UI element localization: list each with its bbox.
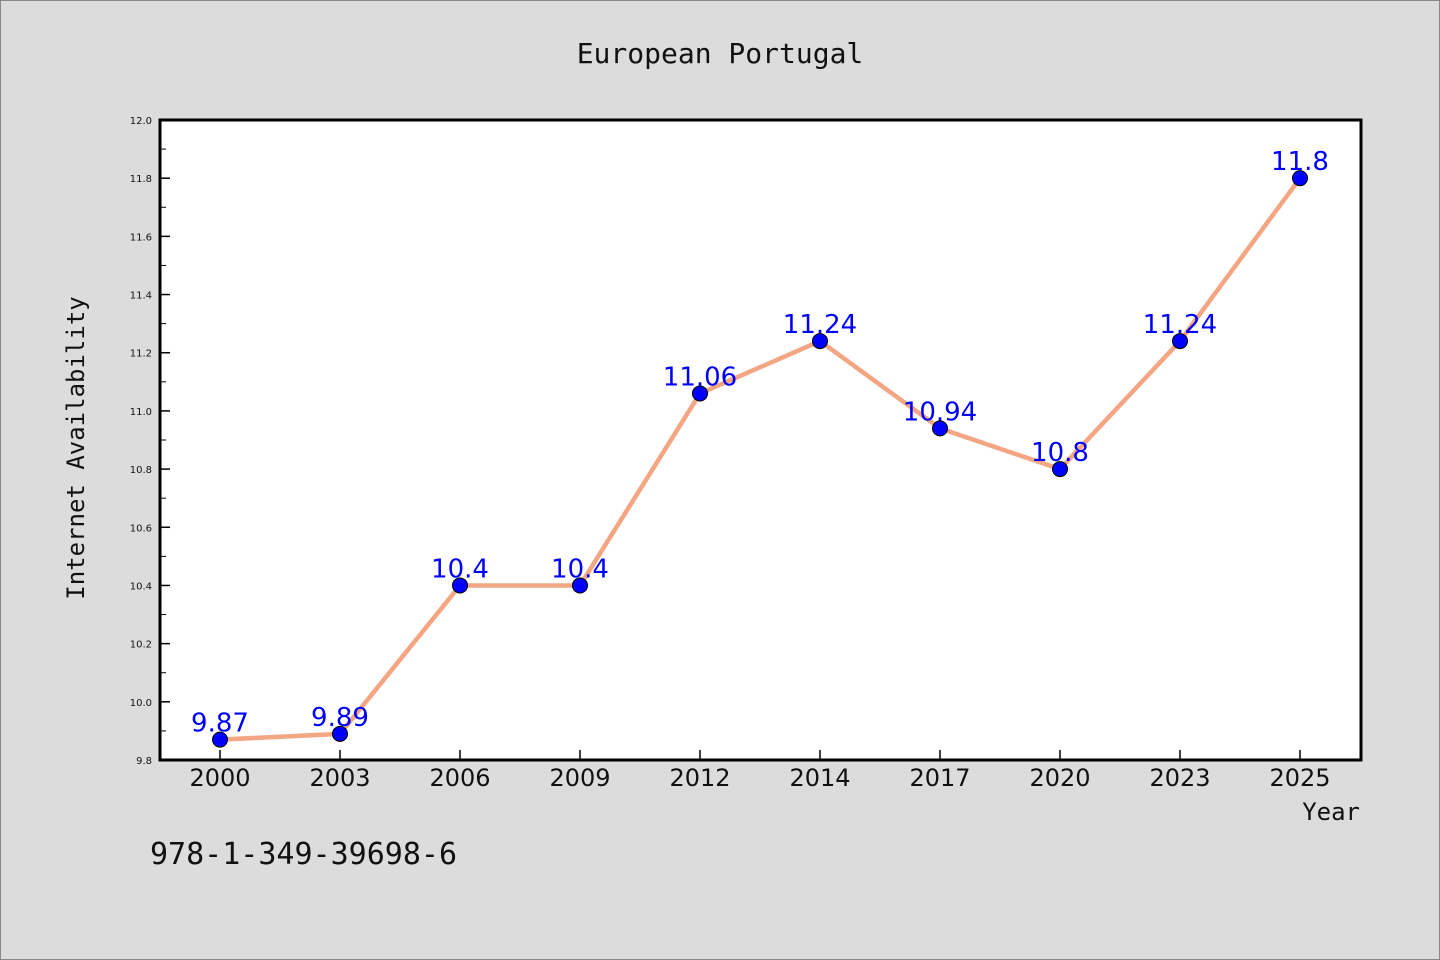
series-line [219,176,1302,742]
data-point [1052,461,1068,478]
x-tick-label: 2000 [189,764,250,792]
y-tick-label: 11.4 [130,291,152,302]
y-tick-label: 10.6 [130,523,152,534]
data-point [452,577,468,594]
x-tick-label: 2025 [1269,764,1330,792]
y-axis: 9.8 10.0 10.2 10.4 10.6 10.8 11.0 11.2 11.4 11.6 1… [130,116,170,767]
x-tick-label: 2023 [1149,764,1210,792]
data-point [812,333,828,350]
data-label: 9.87 [191,709,249,739]
y-tick-label: 11.6 [130,232,152,243]
x-tick-label: 2006 [429,764,490,792]
data-point [692,385,708,402]
data-label: 10.4 [551,554,609,584]
data-point [932,420,948,437]
y-tick-label: 9.8 [136,756,152,767]
x-axis-label: Year [1302,798,1360,826]
y-tick-label: 12.0 [130,116,152,127]
data-label: 11.06 [663,362,737,392]
series-line-group [219,176,1302,742]
y-tick-label: 11.0 [130,407,152,418]
data-point [332,725,348,742]
data-point [1172,333,1188,350]
y-tick-label: 10.4 [130,581,152,592]
data-point [212,731,228,748]
data-label: 11.24 [1143,310,1217,340]
isbn-text: 978-1-349-39698-6 [150,837,457,872]
x-tick-label: 2003 [309,764,370,792]
y-tick-label: 11.8 [130,174,152,185]
y-tick-label: 11.2 [130,349,152,360]
data-label: 11.24 [783,310,857,340]
x-axis: 2000 2003 2006 2009 2012 2014 2017 2020 2023 2025 [189,750,1331,792]
y-axis-label: Internet Availability [62,296,90,599]
data-point [1292,170,1308,187]
x-tick-label: 2012 [669,764,730,792]
data-label: 9.89 [311,703,369,733]
markers-group [212,170,1308,748]
x-tick-label: 2009 [549,764,610,792]
data-label: 10.8 [1031,438,1089,468]
x-tick-label: 2020 [1029,764,1090,792]
x-tick-label: 2017 [909,764,970,792]
data-point [572,577,588,594]
chart-title: European Portugal [577,37,864,70]
data-labels-group: 9.87 9.89 10.4 10.4 11.06 11.24 10.94 10.8 11.24… [191,147,1329,738]
y-tick-label: 10.2 [130,640,152,651]
plot-area [158,118,1363,762]
data-label: 10.4 [431,554,489,584]
y-tick-label: 10.8 [130,465,152,476]
data-label: 10.94 [903,397,977,427]
y-tick-label: 10.0 [130,698,152,709]
x-tick-label: 2014 [789,764,850,792]
data-label: 11.8 [1271,147,1329,177]
